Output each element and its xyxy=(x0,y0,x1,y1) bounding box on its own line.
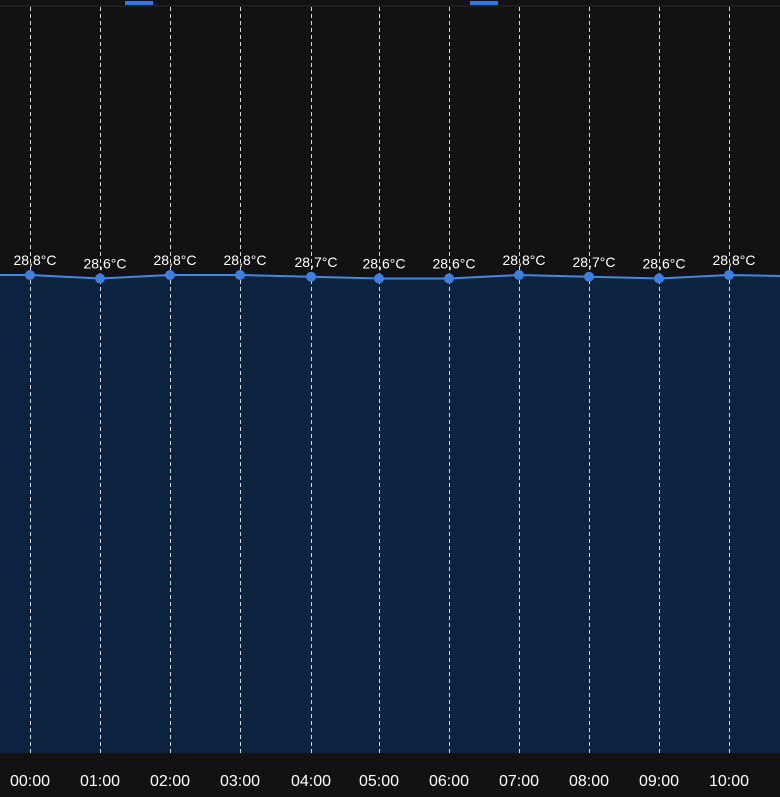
x-tick-label: 01:00 xyxy=(80,773,120,790)
data-point xyxy=(306,271,316,282)
x-tick-label: 09:00 xyxy=(639,773,679,790)
data-point xyxy=(235,270,245,280)
area-fill xyxy=(0,275,780,753)
data-point xyxy=(584,271,594,282)
data-point xyxy=(374,273,384,284)
data-label: 28,8°C xyxy=(224,252,267,268)
data-point xyxy=(654,273,664,284)
x-tick-label: 06:00 xyxy=(429,773,469,790)
tab-indicator xyxy=(470,1,498,5)
data-label: 28,8°C xyxy=(713,252,756,268)
data-point xyxy=(25,270,35,280)
tab-indicator xyxy=(125,1,153,5)
data-label: 28,6°C xyxy=(643,256,686,272)
data-label: 28,8°C xyxy=(154,252,197,268)
x-tick-label: 00:00 xyxy=(10,773,50,790)
data-point xyxy=(165,270,175,280)
data-label: 28,7°C xyxy=(295,254,338,270)
x-tick-label: 04:00 xyxy=(291,773,331,790)
data-point xyxy=(95,273,105,284)
data-label: 28,7°C xyxy=(573,254,616,270)
data-label: 28,6°C xyxy=(363,256,406,272)
x-tick-label: 05:00 xyxy=(359,773,399,790)
data-label: 28,8°C xyxy=(503,252,546,268)
data-point xyxy=(724,270,734,280)
data-label: 28,8°C xyxy=(14,252,57,268)
x-tick-label: 03:00 xyxy=(220,773,260,790)
x-tick-label: 02:00 xyxy=(150,773,190,790)
data-label: 28,6°C xyxy=(433,256,476,272)
x-tick-label: 08:00 xyxy=(569,773,609,790)
data-point xyxy=(444,273,454,284)
data-label: 28,6°C xyxy=(84,256,127,272)
x-tick-label: 10:00 xyxy=(709,773,749,790)
data-point xyxy=(514,270,524,280)
x-tick-label: 07:00 xyxy=(499,773,539,790)
